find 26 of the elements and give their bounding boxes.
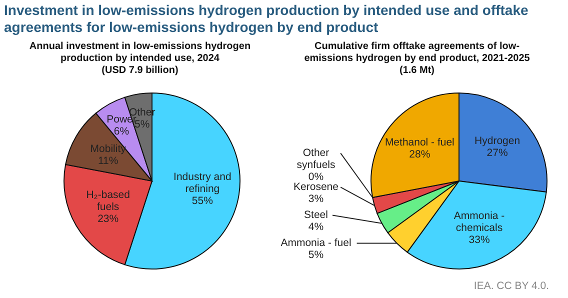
category-label: Other synfuels [296, 147, 336, 172]
data-label: 33% [468, 234, 490, 246]
slice-label: Industry and refining [174, 170, 232, 195]
slice-label: Steel [304, 209, 328, 222]
data-label: 4% [308, 221, 324, 234]
data-label: 6% [114, 125, 130, 138]
data-label: 27% [486, 147, 508, 160]
slice-label: Ammonia - fuel [280, 237, 352, 250]
data-label: 28% [409, 148, 430, 160]
data-label: 5% [308, 249, 324, 262]
data-label: 23% [98, 212, 119, 225]
data-label: 55% [192, 194, 213, 207]
slice-label: Ammonia - chemicals [454, 210, 506, 234]
slice-label: Mobility [90, 143, 127, 156]
slice-label: Methanol - fuel [384, 136, 454, 148]
data-label: 5% [134, 118, 150, 130]
chart-subtitle: Annual investment in low-emissions hydrogen production by intended use, 2024 (USD 7.9 billion) [29, 41, 251, 76]
data-label: 3% [308, 193, 324, 206]
text: 0% [308, 171, 324, 184]
slice-label: Kerosene [294, 181, 339, 194]
slice-label: H₂-based fuels [86, 188, 130, 213]
chart-subtitle: Cumulative firm offtake agreements of low- emissions hydrogen by end product, 2021-2025 (1.6 Mt) [304, 41, 530, 76]
text: IEA. CC BY 4.0. [474, 280, 549, 292]
data-label: 11% [98, 155, 118, 168]
chart-title: Investment in low-emissions hydrogen production by intended use and offtake agreements for low-emissions hydrogen by end product [4, 2, 528, 35]
slice-label: Hydrogen [474, 135, 520, 148]
